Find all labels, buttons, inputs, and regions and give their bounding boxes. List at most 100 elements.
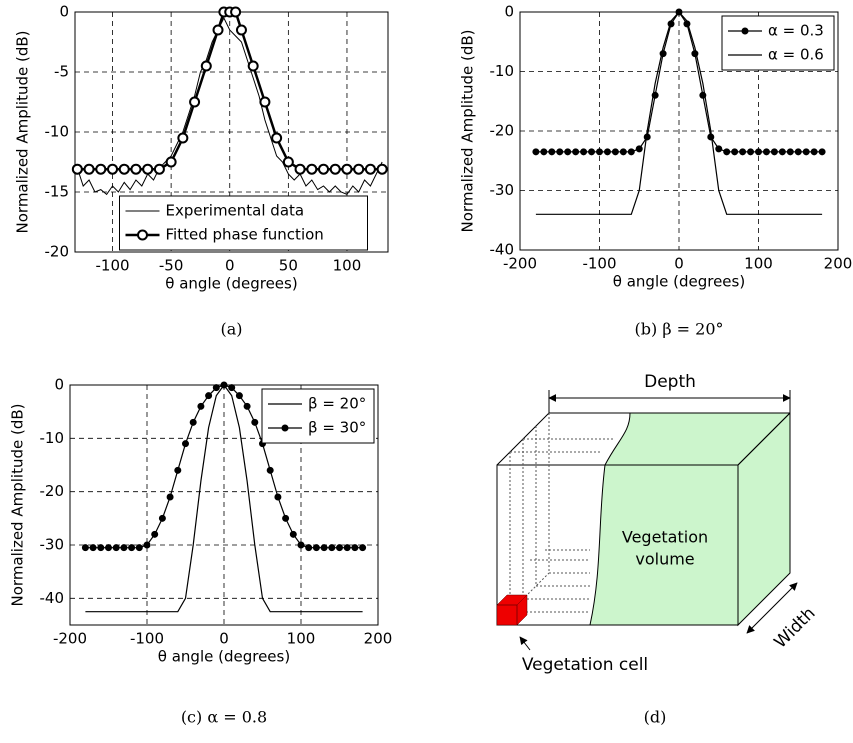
- data-point: [320, 544, 328, 552]
- data-point: [143, 541, 151, 549]
- data-point: [235, 24, 247, 36]
- data-point: [166, 493, 174, 501]
- data-point: [228, 384, 236, 392]
- series-line: [76, 16, 383, 196]
- volume-top: [605, 413, 790, 465]
- data-point: [305, 544, 313, 552]
- data-point: [271, 132, 283, 144]
- y-tick-label: -10: [490, 62, 515, 80]
- y-tick-label: -10: [45, 123, 70, 141]
- cell-label: Vegetation cell: [522, 655, 648, 675]
- data-point: [723, 148, 731, 156]
- data-point: [243, 402, 251, 410]
- data-point: [205, 392, 213, 400]
- y-tick-label: 0: [54, 376, 64, 394]
- data-point: [715, 145, 723, 153]
- data-point: [212, 384, 220, 392]
- data-point: [189, 96, 201, 108]
- x-tick-label: 50: [279, 257, 298, 275]
- x-tick-label: 0: [225, 257, 235, 275]
- data-point: [282, 514, 290, 522]
- y-axis-label: Normalized Amplitude (dB): [9, 404, 27, 607]
- volume-front: [590, 465, 738, 625]
- legend-label: α = 0.6: [768, 46, 824, 64]
- data-point: [786, 148, 794, 156]
- data-point: [762, 148, 770, 156]
- y-tick-label: -20: [40, 482, 65, 500]
- y-tick-label: -15: [45, 183, 70, 201]
- data-point: [235, 392, 243, 400]
- legend-marker: [281, 424, 289, 432]
- vegetation-diagram: Depth Vegetation volume Width Vegetation…: [496, 372, 820, 727]
- chart: -200 -100 0 100 200 0 -10 -20 -30 -40 β = 20° β = 3…: [9, 376, 393, 727]
- data-point: [359, 544, 367, 552]
- data-point: [247, 60, 259, 72]
- data-point: [747, 148, 755, 156]
- legend-marker: [137, 229, 148, 241]
- data-point: [376, 163, 388, 175]
- x-tick-label: 100: [333, 257, 362, 275]
- data-point: [619, 148, 627, 156]
- chart: -200 -100 0 100 200 0 -10 -20 -30 -40 α = 0.3 α = 0…: [459, 3, 853, 339]
- data-point: [251, 418, 259, 426]
- legend-label: α = 0.3: [768, 22, 824, 40]
- data-point: [627, 148, 635, 156]
- y-tick-label: -40: [40, 589, 65, 607]
- data-point: [120, 544, 128, 552]
- x-tick-label: -50: [159, 257, 184, 275]
- data-point: [611, 148, 619, 156]
- x-tick-label: 0: [674, 255, 684, 273]
- front-face: [496, 464, 739, 626]
- data-point: [635, 145, 643, 153]
- x-tick-label: -100: [582, 255, 616, 273]
- y-tick-label: -10: [40, 429, 65, 447]
- data-point: [336, 544, 343, 552]
- x-axis-label: θ angle (degrees): [158, 648, 290, 666]
- data-point: [182, 440, 189, 448]
- data-point: [540, 148, 548, 156]
- data-point: [328, 544, 336, 552]
- x-axis-label: θ angle (degrees): [613, 273, 745, 291]
- legend-label: Fitted phase function: [166, 226, 324, 244]
- data-point: [343, 544, 351, 552]
- data-point: [197, 402, 205, 410]
- legend-label: Experimental data: [166, 202, 305, 220]
- x-axis-label: θ angle (degrees): [165, 275, 297, 293]
- data-point: [274, 493, 282, 501]
- legend-marker: [741, 27, 749, 35]
- y-tick-label: -40: [490, 241, 515, 259]
- data-point: [135, 544, 143, 552]
- data-point: [532, 148, 540, 156]
- data-point: [755, 148, 762, 156]
- data-point: [95, 163, 107, 175]
- data-point: [230, 6, 242, 18]
- data-point: [548, 148, 556, 156]
- volume-edge: [604, 412, 631, 466]
- data-point: [306, 163, 318, 175]
- data-point: [778, 148, 786, 156]
- y-tick-label: -5: [54, 63, 69, 81]
- data-point: [351, 544, 359, 552]
- data-point: [81, 544, 89, 552]
- data-point: [282, 156, 294, 168]
- data-point: [580, 148, 588, 156]
- data-point: [588, 148, 596, 156]
- data-point: [770, 148, 778, 156]
- data-point: [259, 96, 271, 108]
- x-tick-label: 200: [824, 255, 853, 273]
- data-point: [71, 163, 83, 175]
- y-axis-label: Normalized Amplitude (dB): [14, 31, 32, 234]
- data-point: [818, 148, 826, 156]
- legend-box: [261, 388, 375, 444]
- data-point: [810, 148, 818, 156]
- data-point: [174, 466, 182, 474]
- data-point: [297, 541, 305, 549]
- caption: (d): [644, 708, 667, 727]
- caption: (a): [220, 320, 242, 339]
- caption: (b) β = 20°: [635, 320, 724, 339]
- y-tick-label: -30: [40, 536, 65, 554]
- data-point: [341, 163, 353, 175]
- chart: -100 -50 0 50 100 0 -5 -10 -15 -20 Experimental da…: [14, 3, 389, 339]
- data-point: [364, 163, 376, 175]
